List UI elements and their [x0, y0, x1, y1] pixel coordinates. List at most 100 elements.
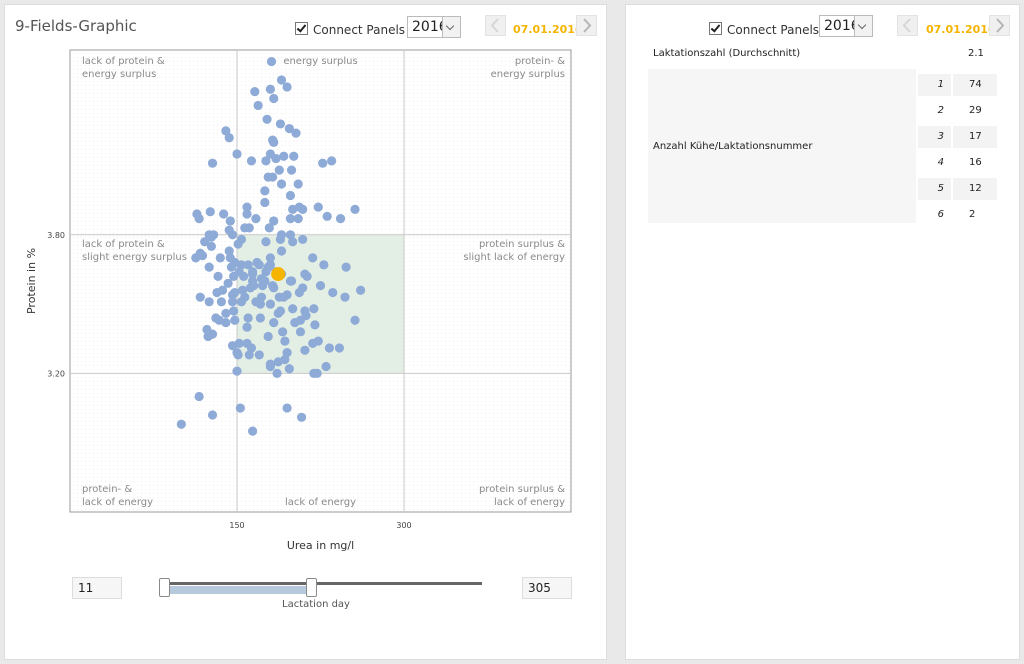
cow-count-cell: 29: [953, 100, 997, 122]
y-axis-label: Protein in %: [25, 248, 38, 314]
cow-count: 29: [969, 105, 982, 116]
data-point: [350, 315, 360, 325]
data-point: [269, 216, 279, 226]
next-date-button-right[interactable]: [989, 15, 1010, 36]
data-point: [245, 283, 255, 293]
lactation-number: 3: [937, 131, 944, 142]
lactation-number: 2: [937, 105, 944, 116]
data-point: [313, 202, 323, 212]
data-point: [260, 186, 270, 196]
data-point: [247, 426, 258, 436]
lactation-number: 5: [937, 183, 944, 194]
data-point: [235, 403, 245, 413]
lactation-number-cell: 2: [918, 100, 951, 122]
x-tick-label: 150: [229, 521, 244, 530]
data-point: [244, 223, 254, 233]
data-point: [300, 345, 310, 355]
data-point: [296, 412, 307, 422]
data-point: [282, 403, 292, 413]
data-point: [204, 297, 214, 307]
data-point: [213, 271, 223, 281]
next-date-button[interactable]: [576, 15, 597, 36]
data-point: [229, 306, 239, 316]
data-point: [227, 230, 238, 240]
data-point: [227, 297, 238, 307]
lactation-number-cell: 6: [918, 204, 951, 226]
data-point: [265, 149, 275, 159]
data-point: [204, 262, 214, 272]
year-select-right[interactable]: 2016: [819, 15, 873, 37]
data-point: [246, 343, 257, 353]
lactation-number-cell: 5: [918, 178, 951, 200]
data-point: [269, 93, 279, 104]
x-tick-label: 300: [396, 521, 411, 530]
chevron-left-icon: [490, 18, 499, 33]
data-point: [232, 348, 242, 358]
lactation-max-input[interactable]: 305: [522, 577, 572, 599]
data-point: [261, 267, 271, 277]
data-point: [192, 209, 202, 219]
data-point: [324, 343, 335, 353]
data-point: [263, 172, 273, 182]
data-point: [298, 283, 308, 293]
data-point: [272, 368, 282, 378]
data-point: [260, 197, 270, 208]
data-point: [295, 327, 306, 337]
zone-label: lack of energy: [285, 497, 356, 508]
data-point: [253, 100, 263, 111]
data-point: [224, 246, 234, 256]
data-point: [195, 292, 205, 302]
zone-label: energy surplus: [283, 56, 357, 67]
zone-label: protein- & lack of energy: [82, 484, 153, 508]
data-point: [289, 151, 299, 161]
data-point: [243, 260, 253, 270]
data-point: [265, 84, 275, 94]
data-point: [286, 165, 297, 175]
data-point: [237, 285, 248, 295]
data-point: [209, 230, 219, 240]
cow-count-cell: 2: [953, 204, 997, 226]
data-point: [301, 311, 311, 321]
data-point: [262, 114, 272, 124]
x-axis-label: Urea in mg/l: [287, 539, 354, 552]
slider-handle-min[interactable]: [159, 578, 170, 597]
data-point: [176, 419, 186, 429]
cow-count-cell: 74: [953, 74, 997, 96]
lactation-number: 1: [937, 79, 944, 90]
data-point: [207, 158, 218, 168]
year-select[interactable]: 2016: [407, 16, 461, 38]
data-point: [340, 292, 350, 302]
data-point: [265, 253, 275, 263]
zone-label: protein- & energy surplus: [491, 56, 566, 80]
slider-handle-max[interactable]: [306, 578, 317, 597]
data-point: [279, 292, 289, 302]
connect-panels-checkbox-right[interactable]: Connect Panels: [709, 22, 819, 37]
prev-date-button[interactable]: [485, 15, 506, 36]
data-point: [195, 248, 205, 258]
data-point: [355, 285, 366, 295]
lactation-number: 6: [937, 209, 944, 220]
zone-label: protein surplus & lack of energy: [479, 484, 565, 508]
data-point: [285, 276, 296, 286]
chevron-down-icon: [442, 17, 460, 37]
data-point: [246, 156, 257, 166]
cow-count: 74: [969, 79, 982, 90]
lactation-average-label: Laktationszahl (Durchschnitt): [653, 48, 801, 59]
zone-label: lack of protein & slight energy surplus: [82, 239, 187, 263]
data-point: [284, 123, 294, 134]
data-point: [298, 234, 308, 245]
data-point: [308, 338, 318, 348]
data-point: [275, 234, 286, 245]
data-point: [264, 223, 274, 233]
lactation-slider-track[interactable]: [160, 582, 482, 585]
panel-title: 9-Fields-Graphic: [15, 17, 137, 35]
year-value: 2016: [412, 19, 448, 35]
prev-date-button-right[interactable]: [897, 15, 918, 36]
lactation-min-input[interactable]: 11: [72, 577, 122, 599]
cow-count-cell: 12: [953, 178, 997, 200]
data-point: [211, 313, 221, 323]
zone-labels: lack of protein & energy surplus energy su…: [82, 56, 565, 508]
connect-panels-checkbox[interactable]: Connect Panels: [295, 22, 405, 37]
average-point: [271, 267, 286, 282]
lactation-slider-range: [165, 586, 311, 594]
